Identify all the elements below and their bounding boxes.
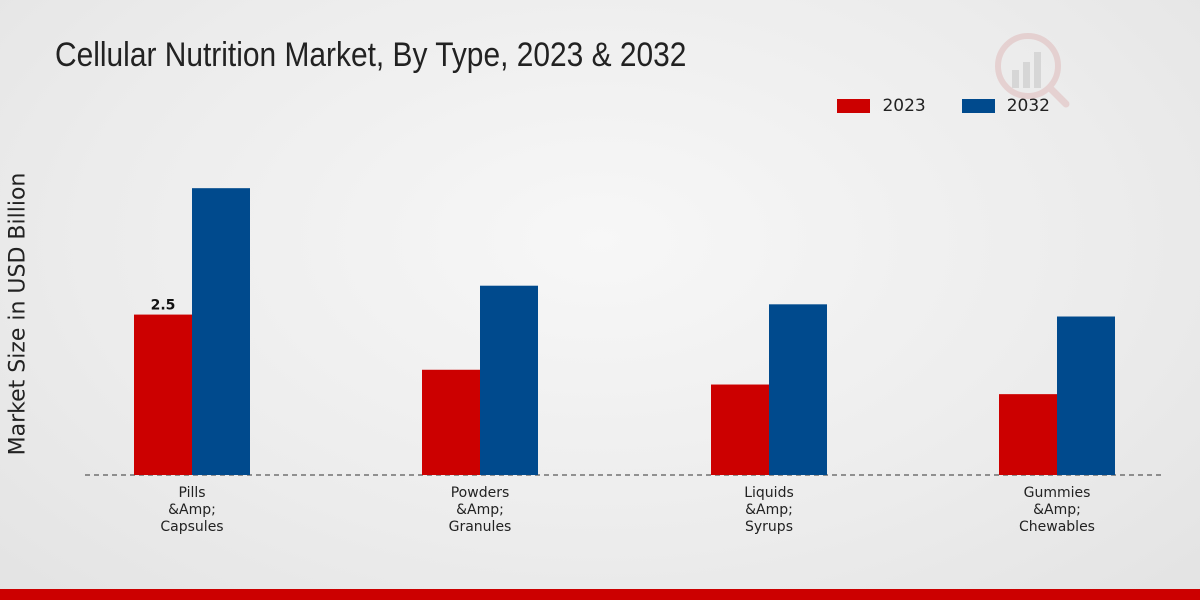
x-tick-label-line: &Amp; bbox=[1033, 502, 1081, 518]
x-tick-label-line: &Amp; bbox=[456, 502, 504, 518]
bar-2023-3 bbox=[999, 394, 1057, 475]
x-tick-label-line: &Amp; bbox=[168, 502, 216, 518]
data-label-0: 2.5 bbox=[151, 298, 176, 314]
legend-swatch-2032 bbox=[961, 99, 995, 113]
bar-2023-1 bbox=[422, 369, 480, 475]
x-tick-label-line: Pills bbox=[178, 485, 205, 501]
bar-2032-2 bbox=[769, 304, 827, 475]
x-tick-label-line: &Amp; bbox=[745, 502, 793, 518]
bar-2023-2 bbox=[711, 384, 769, 475]
x-tick-label-3: Gummies &Amp; Chewables bbox=[1019, 485, 1095, 535]
bottom-accent-bar bbox=[0, 589, 1200, 600]
bar-2032-0 bbox=[192, 188, 250, 476]
x-tick-label-line: Chewables bbox=[1019, 519, 1095, 535]
legend-label-2032: 2032 bbox=[1006, 96, 1050, 116]
legend: 2023 2032 bbox=[801, 96, 1050, 116]
x-tick-label-line: Gummies bbox=[1024, 485, 1091, 501]
bar-2032-3 bbox=[1057, 316, 1115, 475]
x-tick-label-line: Syrups bbox=[745, 519, 793, 535]
x-tick-label-0: Pills &Amp; Capsules bbox=[160, 485, 223, 535]
x-tick-label-line: Capsules bbox=[160, 519, 223, 535]
x-tick-label-line: Powders bbox=[451, 485, 510, 501]
chart-title: Cellular Nutrition Market, By Type, 2023… bbox=[55, 36, 687, 74]
x-tick-label-1: Powders &Amp; Granules bbox=[449, 485, 512, 535]
legend-item-2032: 2032 bbox=[961, 96, 1050, 116]
x-tick-label-2: Liquids &Amp; Syrups bbox=[744, 485, 794, 535]
legend-label-2023: 2023 bbox=[882, 96, 926, 116]
bar-2032-1 bbox=[480, 285, 538, 475]
logo-watermark-icon bbox=[995, 33, 1070, 108]
x-tick-label-line: Granules bbox=[449, 519, 512, 535]
x-tick-label-line: Liquids bbox=[744, 485, 794, 501]
legend-item-2023: 2023 bbox=[837, 96, 926, 116]
legend-swatch-2023 bbox=[837, 99, 871, 113]
bar-2023-0 bbox=[134, 314, 192, 475]
